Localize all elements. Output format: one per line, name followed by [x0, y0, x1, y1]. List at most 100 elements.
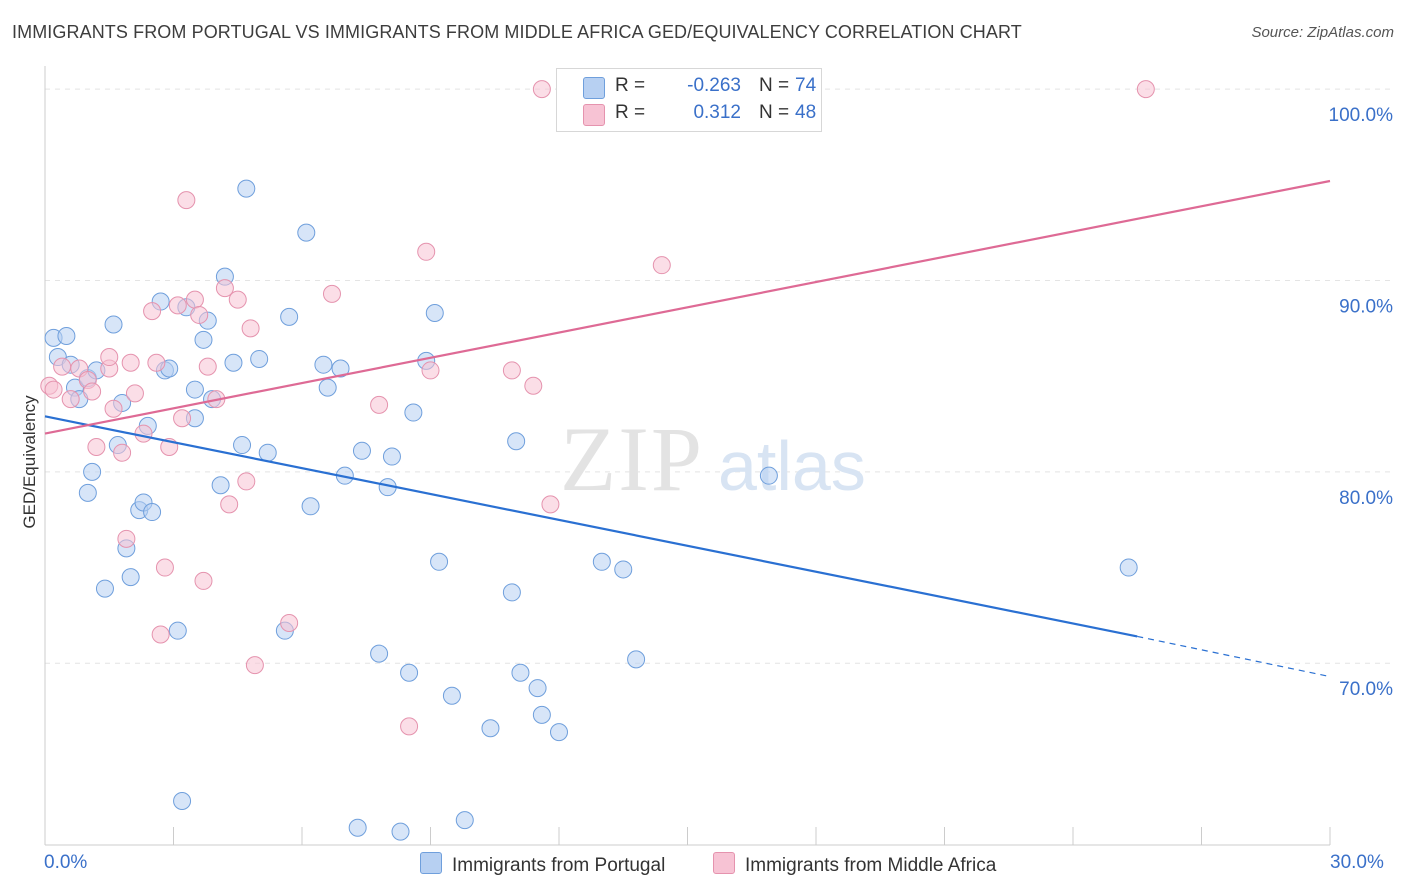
legend-label-middle-africa: Immigrants from Middle Africa: [745, 855, 997, 876]
portugal-point: [104, 315, 123, 334]
portugal-point: [237, 179, 256, 198]
middle-africa-point: [185, 290, 204, 309]
y-tick-label: 100.0%: [1329, 105, 1394, 126]
middle-africa-point: [190, 305, 209, 324]
middle-africa-point: [147, 353, 166, 372]
legend-item-middle-africa[interactable]: Immigrants from Middle Africa: [713, 852, 996, 877]
middle-africa-point: [524, 376, 543, 395]
middle-africa-point: [532, 80, 551, 99]
portugal-point: [314, 355, 333, 374]
middle-africa-point: [237, 472, 256, 491]
grid-lines: [45, 88, 1393, 664]
portugal-point: [121, 568, 140, 587]
middle-africa-point: [121, 353, 140, 372]
middle-africa-point: [228, 290, 247, 309]
portugal-point: [318, 378, 337, 397]
portugal-point: [511, 663, 530, 682]
middle-africa-point: [117, 529, 136, 548]
middle-africa-point: [134, 424, 153, 443]
r-value: 0.312: [693, 102, 741, 123]
portugal-point: [168, 621, 187, 640]
middle-africa-point: [220, 495, 239, 514]
legend-item-portugal[interactable]: Immigrants from Portugal: [420, 852, 665, 877]
chart-title: IMMIGRANTS FROM PORTUGAL VS IMMIGRANTS F…: [12, 22, 1022, 42]
middle-africa-point: [370, 395, 389, 414]
middle-africa-point: [104, 399, 123, 418]
axes: [44, 66, 1331, 846]
watermark-atlas: atlas: [718, 427, 866, 505]
portugal-point: [507, 432, 526, 451]
portugal-point: [211, 476, 230, 495]
x-tick-label-max: 30.0%: [1330, 852, 1384, 873]
portugal-point: [592, 552, 611, 571]
watermark: ZIP: [560, 408, 704, 510]
middle-africa-point: [125, 384, 144, 403]
middle-africa-point: [87, 437, 106, 456]
middle-africa-point: [151, 625, 170, 644]
portugal-point: [400, 663, 419, 682]
n-value: 74: [795, 75, 817, 96]
portugal-point: [502, 583, 521, 602]
r-label: R =: [615, 75, 646, 96]
portugal-point: [425, 304, 444, 323]
n-label: N =: [759, 75, 790, 96]
middle-africa-point: [113, 443, 132, 462]
portugal-point: [233, 436, 252, 455]
portugal-point: [455, 811, 474, 830]
middle-africa-point: [100, 348, 119, 367]
portugal-point: [614, 560, 633, 579]
portugal-point: [185, 380, 204, 399]
portugal-point: [331, 359, 350, 378]
portugal-point: [550, 723, 568, 742]
portugal-point: [370, 644, 389, 663]
portugal-point: [194, 330, 213, 349]
x-tick-label-min: 0.0%: [44, 852, 88, 873]
portugal-point: [430, 552, 449, 571]
trend-layer: [44, 179, 1331, 678]
portugal-point: [532, 705, 551, 724]
portugal-point: [759, 466, 778, 485]
middle-africa-point: [245, 656, 264, 675]
portugal-point: [627, 650, 646, 669]
middle-africa-point: [652, 256, 671, 275]
y-tick-label: 90.0%: [1339, 296, 1393, 317]
middle-africa-point: [215, 279, 234, 298]
n-label: N =: [759, 102, 790, 123]
portugal-point: [352, 441, 371, 460]
middle-africa-point: [417, 242, 436, 261]
portugal-point: [57, 326, 76, 345]
middle-africa-point: [400, 717, 419, 736]
portugal-point: [481, 719, 500, 738]
portugal-point: [173, 791, 192, 810]
portugal-point: [143, 503, 162, 522]
portugal-point: [83, 462, 102, 481]
middle-africa-point: [241, 319, 260, 338]
middle-africa-point: [194, 571, 213, 590]
portugal-trend-line: [44, 415, 1138, 638]
r-label: R =: [615, 102, 646, 123]
portugal-point: [391, 822, 410, 841]
portugal-point: [297, 223, 316, 242]
portugal-point: [250, 349, 269, 368]
y-tick-label: 80.0%: [1339, 488, 1393, 509]
middle-africa-point: [53, 357, 72, 376]
portugal-point: [1119, 558, 1138, 577]
portugal-point: [528, 679, 547, 698]
portugal-point: [280, 307, 299, 326]
portugal-point: [301, 497, 320, 516]
middle-africa-point: [1136, 80, 1155, 99]
portugal-point: [224, 353, 243, 372]
portugal-point: [382, 447, 401, 466]
portugal-trend-extension: [1137, 635, 1331, 678]
y-axis-label: GED/Equivalency: [20, 395, 39, 529]
middle-africa-point: [173, 409, 192, 428]
y-tick-label: 70.0%: [1339, 679, 1393, 700]
middle-africa-point: [143, 302, 162, 321]
stats-legend: R = -0.263 N = 74 R = 0.312 N = 48: [556, 68, 822, 132]
middle-africa-point: [322, 284, 341, 303]
middle-africa-point: [61, 390, 80, 409]
middle-africa-point: [44, 380, 63, 399]
portugal-legend-swatch: [420, 852, 442, 874]
legend-label-portugal: Immigrants from Portugal: [452, 855, 666, 876]
